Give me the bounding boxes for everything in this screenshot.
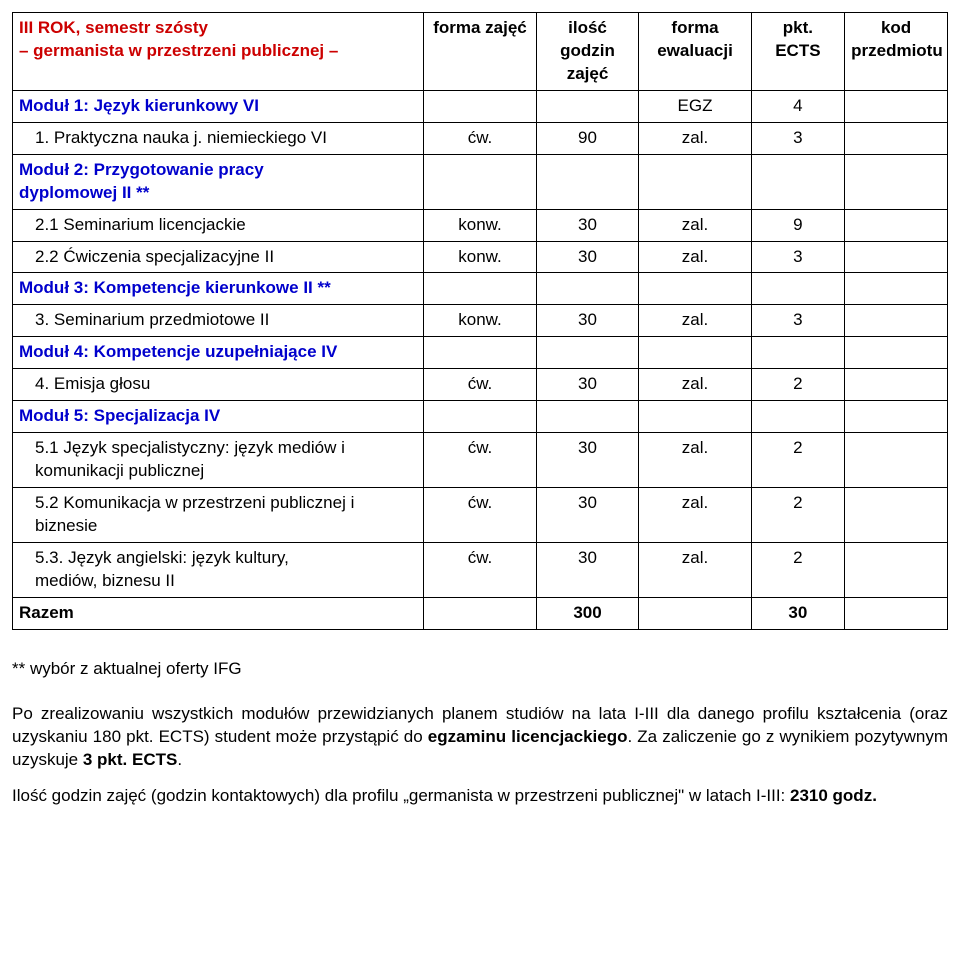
cell: 30 [578, 247, 597, 266]
cell: 30 [578, 215, 597, 234]
module-row: Moduł 5: Specjalizacja IV [13, 401, 948, 433]
table-row: 1. Praktyczna nauka j. niemieckiego VI ć… [13, 122, 948, 154]
col-eval-l1: forma [671, 18, 718, 37]
cell: zal. [682, 215, 708, 234]
module-name-l1: Moduł 2: Przygotowanie pracy [19, 160, 264, 179]
item-name-l1: 5.3. Język angielski: język kultury, [35, 548, 289, 567]
cell: ćw. [468, 438, 493, 457]
cell: 9 [793, 215, 802, 234]
col-godzin-l1: ilość godzin [560, 18, 615, 60]
cell: 30 [578, 493, 597, 512]
para2-b: 2310 godz. [790, 786, 877, 805]
cell: ćw. [468, 493, 493, 512]
module-name: Moduł 1: Język kierunkowy VI [19, 96, 259, 115]
item-name: 4. Emisja głosu [35, 374, 150, 393]
col-kod-l1: kod [881, 18, 911, 37]
cell: zal. [682, 247, 708, 266]
col-ects-l1: pkt. [783, 18, 813, 37]
table-row: 5.2 Komunikacja w przestrzeni publicznej… [13, 488, 948, 543]
item-name: 2.1 Seminarium licencjackie [35, 215, 246, 234]
col-ects-l2: ECTS [775, 41, 820, 60]
col-kod-l2: przedmiotu [851, 41, 943, 60]
cell: 3 [793, 310, 802, 329]
heading-line2: – germanista w przestrzeni publicznej – [19, 41, 338, 60]
cell: zal. [682, 128, 708, 147]
col-eval-l2: ewaluacji [657, 41, 733, 60]
cell: 30 [578, 438, 597, 457]
col-godzin-l2: zajęć [567, 64, 609, 83]
cell: 2 [793, 548, 802, 567]
module-row: Moduł 2: Przygotowanie pracy dyplomowej … [13, 154, 948, 209]
cell: ćw. [468, 128, 493, 147]
cell: 30 [578, 548, 597, 567]
item-name-l2: komunikacji publicznej [35, 461, 204, 480]
table-row: 5.3. Język angielski: język kultury, med… [13, 542, 948, 597]
cell: 2 [793, 493, 802, 512]
total-label: Razem [19, 603, 74, 622]
item-name-l2: biznesie [35, 516, 97, 535]
table-row: 4. Emisja głosu ćw. 30 zal. 2 [13, 369, 948, 401]
cell: 2 [793, 438, 802, 457]
module-name: Moduł 4: Kompetencje uzupełniające IV [19, 342, 337, 361]
module-row: Moduł 3: Kompetencje kierunkowe II ** [13, 273, 948, 305]
cell: konw. [458, 247, 501, 266]
cell: konw. [458, 310, 501, 329]
table-header-row: III ROK, semestr szósty – germanista w p… [13, 13, 948, 91]
table-row: 2.2 Ćwiczenia specjalizacyjne II konw. 3… [13, 241, 948, 273]
table-row: 3. Seminarium przedmiotowe II konw. 30 z… [13, 305, 948, 337]
cell: zal. [682, 374, 708, 393]
para1-b: egzaminu licencjackiego [428, 727, 628, 746]
heading-line1: III ROK, semestr szósty [19, 18, 208, 37]
cell: 90 [578, 128, 597, 147]
cell: EGZ [678, 96, 713, 115]
cell: zal. [682, 548, 708, 567]
module-row: Moduł 4: Kompetencje uzupełniające IV [13, 337, 948, 369]
cell: zal. [682, 438, 708, 457]
total-godzin: 300 [573, 603, 601, 622]
cell: zal. [682, 493, 708, 512]
cell: 30 [578, 310, 597, 329]
curriculum-table: III ROK, semestr szósty – germanista w p… [12, 12, 948, 630]
footnote-text: ** wybór z aktualnej oferty IFG [12, 658, 948, 681]
item-name: 1. Praktyczna nauka j. niemieckiego VI [35, 128, 327, 147]
table-row: 2.1 Seminarium licencjackie konw. 30 zal… [13, 209, 948, 241]
col-forma: forma zajęć [433, 18, 527, 37]
paragraph-1: Po zrealizowaniu wszystkich modułów prze… [12, 703, 948, 772]
para1-d: 3 pkt. ECTS [83, 750, 177, 769]
item-name-l1: 5.1 Język specjalistyczny: język mediów … [35, 438, 345, 457]
total-row: Razem 300 30 [13, 597, 948, 629]
module-name-l2: dyplomowej II ** [19, 183, 149, 202]
module-name: Moduł 3: Kompetencje kierunkowe II ** [19, 278, 331, 297]
table-row: 5.1 Język specjalistyczny: język mediów … [13, 433, 948, 488]
item-name-l1: 5.2 Komunikacja w przestrzeni publicznej… [35, 493, 354, 512]
cell: 2 [793, 374, 802, 393]
para1-e: . [177, 750, 182, 769]
cell: konw. [458, 215, 501, 234]
cell: zal. [682, 310, 708, 329]
paragraph-2: Ilość godzin zajęć (godzin kontaktowych)… [12, 785, 948, 808]
module-row: Moduł 1: Język kierunkowy VI EGZ 4 [13, 90, 948, 122]
total-ects: 30 [788, 603, 807, 622]
item-name-l2: mediów, biznesu II [35, 571, 175, 590]
cell: 30 [578, 374, 597, 393]
cell: 4 [793, 96, 802, 115]
para2-a: Ilość godzin zajęć (godzin kontaktowych)… [12, 786, 790, 805]
body-text: Po zrealizowaniu wszystkich modułów prze… [12, 703, 948, 809]
cell: 3 [793, 128, 802, 147]
module-name: Moduł 5: Specjalizacja IV [19, 406, 220, 425]
cell: ćw. [468, 374, 493, 393]
item-name: 3. Seminarium przedmiotowe II [35, 310, 269, 329]
cell: 3 [793, 247, 802, 266]
cell: ćw. [468, 548, 493, 567]
item-name: 2.2 Ćwiczenia specjalizacyjne II [35, 247, 274, 266]
